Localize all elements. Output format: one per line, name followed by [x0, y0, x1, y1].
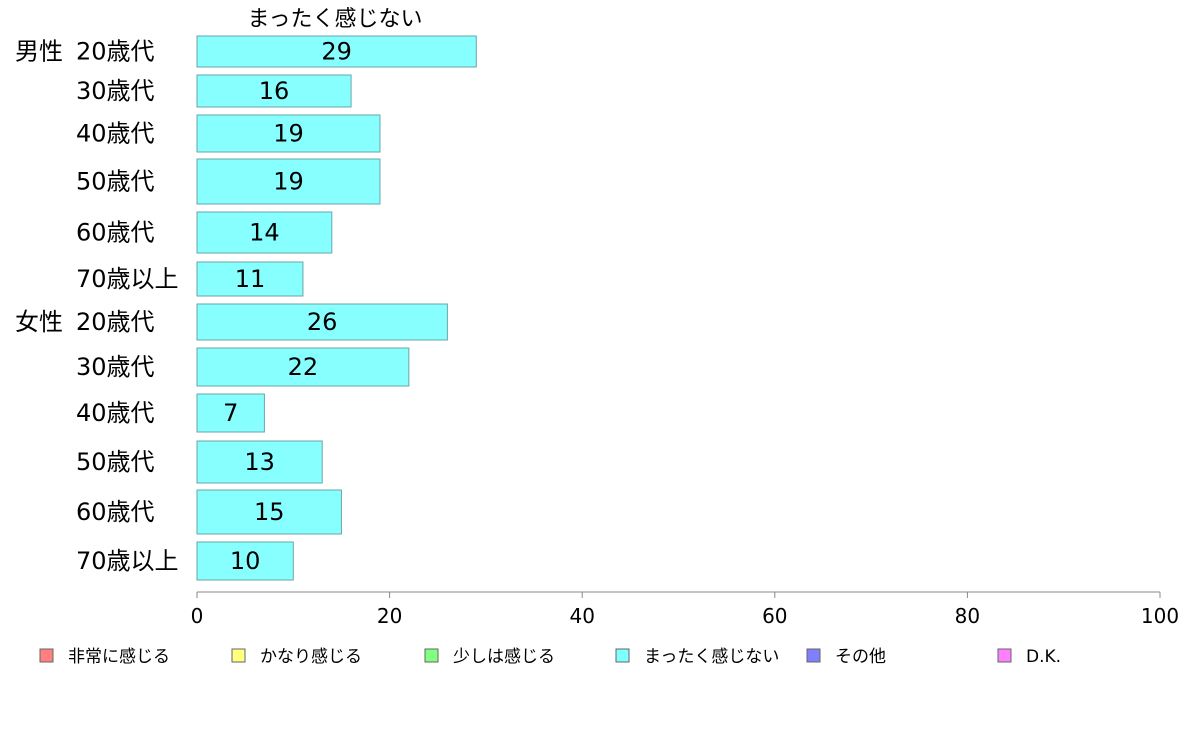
chart-title: まったく感じない: [247, 7, 422, 32]
bar-value-label: 13: [244, 448, 275, 476]
bar: [196, 211, 333, 254]
category-label: 20歳代: [76, 308, 155, 336]
category-label: 20歳代: [76, 38, 155, 66]
bar: [196, 303, 448, 341]
legend-swatch: [806, 648, 821, 663]
legend-swatch: [424, 648, 439, 663]
bar-value-label: 19: [273, 120, 304, 148]
x-tick-label: 0: [191, 604, 204, 628]
legend-label: その他: [835, 647, 886, 667]
category-label: 40歳代: [76, 120, 155, 148]
bar: [196, 114, 381, 153]
legend-label: かなり感じる: [260, 647, 362, 667]
group-label: 男性: [15, 38, 63, 66]
bar: [196, 347, 410, 387]
bar-value-label: 10: [230, 547, 261, 575]
bar: [196, 489, 342, 535]
bar: [196, 541, 294, 581]
bar-value-label: 16: [259, 77, 290, 105]
x-tick-label: 40: [569, 604, 594, 628]
bar: [196, 393, 265, 433]
legend-swatch: [39, 648, 54, 663]
bar-value-label: 14: [249, 219, 280, 247]
legend-label: 非常に感じる: [68, 647, 170, 667]
bar-value-label: 29: [321, 38, 352, 66]
bar: [196, 74, 352, 108]
bar-value-label: 19: [273, 168, 304, 196]
category-label: 70歳以上: [76, 265, 179, 293]
legend-label: まったく感じない: [644, 647, 779, 667]
legend-swatch: [615, 648, 630, 663]
category-label: 70歳以上: [76, 547, 179, 575]
category-label: 60歳代: [76, 498, 155, 526]
category-label: 30歳代: [76, 353, 155, 381]
bar: [196, 440, 323, 484]
bar: [196, 158, 381, 205]
bar-value-label: 26: [307, 308, 338, 336]
x-tick-label: 100: [1141, 604, 1179, 628]
legend-swatch: [997, 648, 1012, 663]
bar-value-label: 15: [254, 498, 285, 526]
group-label: 女性: [15, 308, 63, 336]
legend-swatch: [231, 648, 246, 663]
bar-value-label: 22: [288, 353, 319, 381]
bar: [196, 261, 304, 297]
category-label: 50歳代: [76, 168, 155, 196]
x-tick-label: 80: [955, 604, 980, 628]
bar: [196, 35, 477, 68]
category-label: 30歳代: [76, 77, 155, 105]
legend-label: D.K.: [1026, 647, 1061, 667]
x-tick-label: 20: [377, 604, 402, 628]
bar-value-label: 7: [223, 399, 238, 427]
x-tick-label: 60: [762, 604, 787, 628]
legend-label: 少しは感じる: [453, 647, 555, 667]
category-label: 50歳代: [76, 448, 155, 476]
bar-value-label: 11: [235, 265, 266, 293]
category-label: 40歳代: [76, 399, 155, 427]
category-label: 60歳代: [76, 219, 155, 247]
